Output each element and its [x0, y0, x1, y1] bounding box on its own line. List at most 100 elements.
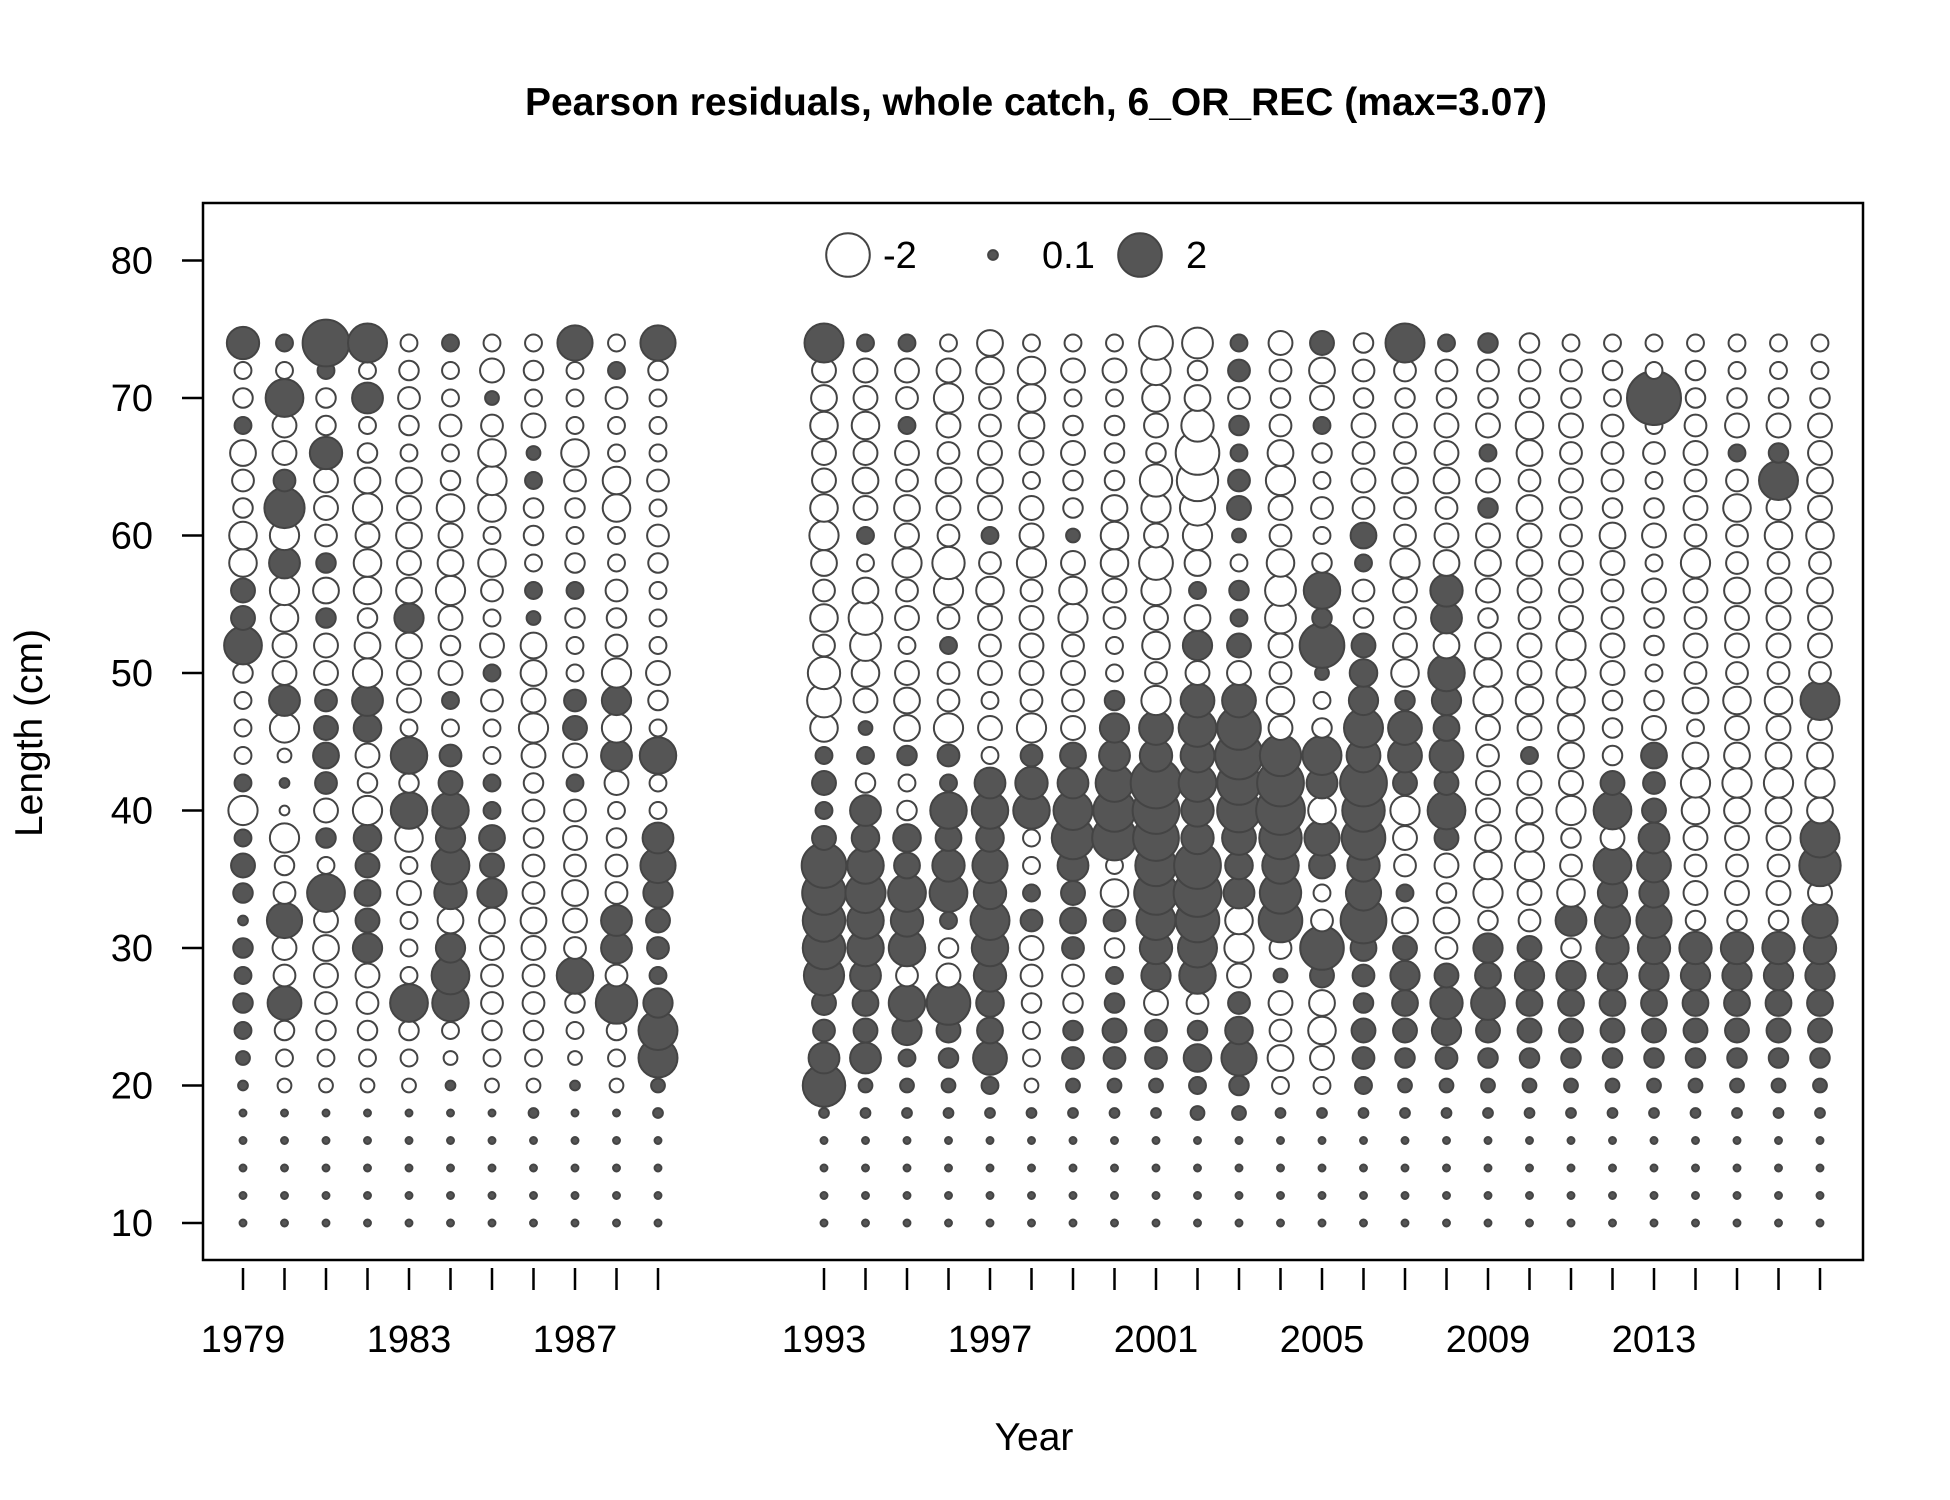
bubble-1987-42 — [565, 773, 585, 793]
bubble-2013-48 — [1643, 689, 1665, 712]
bubble-1981-62 — [313, 495, 339, 521]
bubble-1998-48 — [1019, 688, 1044, 713]
bubble-1993-10 — [819, 1218, 829, 1228]
bubble-2012-42 — [1599, 770, 1626, 796]
bubble-2005-64 — [1312, 471, 1332, 490]
bubble-2011-68 — [1558, 412, 1584, 439]
bubble-2015-50 — [1725, 661, 1749, 685]
bubble-1984-72 — [441, 361, 460, 380]
bubble-1993-58 — [810, 549, 838, 577]
bubble-2000-18 — [1108, 1107, 1121, 1119]
bubble-2002-52 — [1181, 629, 1214, 662]
bubble-1993-44 — [814, 746, 834, 765]
bubble-2014-60 — [1683, 523, 1708, 548]
bubble-1986-10 — [529, 1218, 538, 1228]
bubble-1983-60 — [395, 521, 423, 550]
bubble-2004-10 — [1276, 1218, 1285, 1228]
bubble-2016-54 — [1765, 605, 1792, 631]
bubble-1985-68 — [480, 413, 504, 438]
bubble-1998-64 — [1022, 471, 1041, 490]
bubble-1982-16 — [363, 1136, 372, 1145]
bubble-1998-58 — [1015, 547, 1048, 579]
bubble-1996-72 — [935, 357, 962, 384]
bubble-2013-22 — [1643, 1047, 1665, 1069]
bubble-1988-58 — [607, 553, 626, 573]
bubble-2008-40 — [1426, 790, 1467, 831]
bubble-1996-74 — [939, 333, 958, 353]
bubble-2009-48 — [1472, 684, 1504, 717]
bubble-2012-28 — [1596, 959, 1629, 992]
bubble-1998-20 — [1023, 1077, 1040, 1094]
bubble-2014-14 — [1691, 1163, 1700, 1173]
bubble-2002-12 — [1193, 1191, 1202, 1200]
bubble-2000-20 — [1106, 1077, 1123, 1094]
bubble-1988-34 — [604, 881, 629, 905]
legend-bubble — [987, 249, 999, 261]
bubble-1985-10 — [487, 1218, 497, 1228]
bubble-1998-42 — [1014, 765, 1049, 801]
bubble-2002-24 — [1186, 1019, 1209, 1042]
bubble-2008-46 — [1432, 714, 1461, 742]
bubble-2012-68 — [1600, 413, 1625, 438]
bubble-2015-34 — [1724, 880, 1750, 906]
bubble-2006-60 — [1349, 521, 1378, 550]
bubble-2010-22 — [1518, 1047, 1541, 1069]
bubble-2009-58 — [1474, 549, 1502, 577]
legend-label: 0.1 — [1042, 235, 1095, 277]
bubble-2011-60 — [1559, 523, 1583, 548]
bubble-1999-58 — [1060, 550, 1086, 576]
bubble-1995-22 — [897, 1048, 917, 1068]
bubble-1984-62 — [435, 493, 466, 523]
bubble-1979-12 — [238, 1191, 248, 1200]
bubble-2012-54 — [1600, 606, 1625, 630]
bubble-1997-16 — [985, 1136, 995, 1145]
bubble-2003-26 — [1227, 991, 1251, 1015]
bubble-1997-26 — [975, 988, 1005, 1018]
bubble-2017-10 — [1815, 1218, 1825, 1228]
bubble-2015-12 — [1732, 1191, 1742, 1200]
bubble-1986-56 — [524, 581, 543, 600]
bubble-2010-54 — [1517, 606, 1542, 630]
bubble-1996-18 — [942, 1107, 955, 1119]
bubble-2002-16 — [1193, 1136, 1202, 1145]
bubble-1988-42 — [603, 770, 630, 796]
bubble-1999-70 — [1063, 388, 1083, 408]
legend-bubble — [1117, 232, 1163, 278]
bubble-1983-62 — [396, 495, 422, 521]
bubble-2014-16 — [1691, 1136, 1700, 1145]
bubble-1987-24 — [565, 1021, 585, 1040]
bubble-1997-18 — [984, 1107, 996, 1119]
bubble-1997-64 — [976, 466, 1004, 495]
bubble-1998-56 — [1019, 578, 1044, 603]
bubble-2010-50 — [1516, 660, 1543, 686]
bubble-1994-60 — [856, 526, 875, 545]
bubble-2010-60 — [1516, 522, 1543, 549]
bubble-2003-28 — [1226, 962, 1252, 989]
bubble-2017-54 — [1807, 605, 1833, 631]
bubble-2008-20 — [1438, 1077, 1455, 1094]
bubble-1980-28 — [272, 963, 297, 988]
bubble-2001-62 — [1140, 492, 1172, 524]
bubble-1983-58 — [396, 550, 422, 576]
bubble-1986-20 — [525, 1077, 542, 1094]
bubble-2012-48 — [1601, 689, 1624, 712]
bubble-2006-20 — [1354, 1076, 1373, 1095]
bubble-1984-60 — [437, 522, 464, 549]
bubble-1999-24 — [1062, 1019, 1084, 1042]
bubble-1998-62 — [1018, 495, 1045, 521]
bubble-1985-62 — [477, 493, 507, 523]
bubble-1995-38 — [892, 823, 922, 853]
bubble-1984-20 — [444, 1079, 457, 1092]
bubble-1994-70 — [852, 385, 879, 411]
bubble-2000-60 — [1099, 520, 1130, 551]
bubble-2013-50 — [1644, 663, 1664, 683]
bubble-2001-46 — [1138, 710, 1174, 746]
bubble-1994-56 — [851, 576, 880, 605]
bubble-1988-40 — [607, 801, 626, 820]
bubble-1981-54 — [315, 607, 337, 629]
bubble-2006-74 — [1352, 332, 1375, 354]
bubble-1999-32 — [1059, 906, 1087, 935]
bubble-1996-62 — [935, 495, 962, 521]
bubble-2001-26 — [1143, 990, 1169, 1016]
bubble-2009-60 — [1475, 522, 1501, 549]
